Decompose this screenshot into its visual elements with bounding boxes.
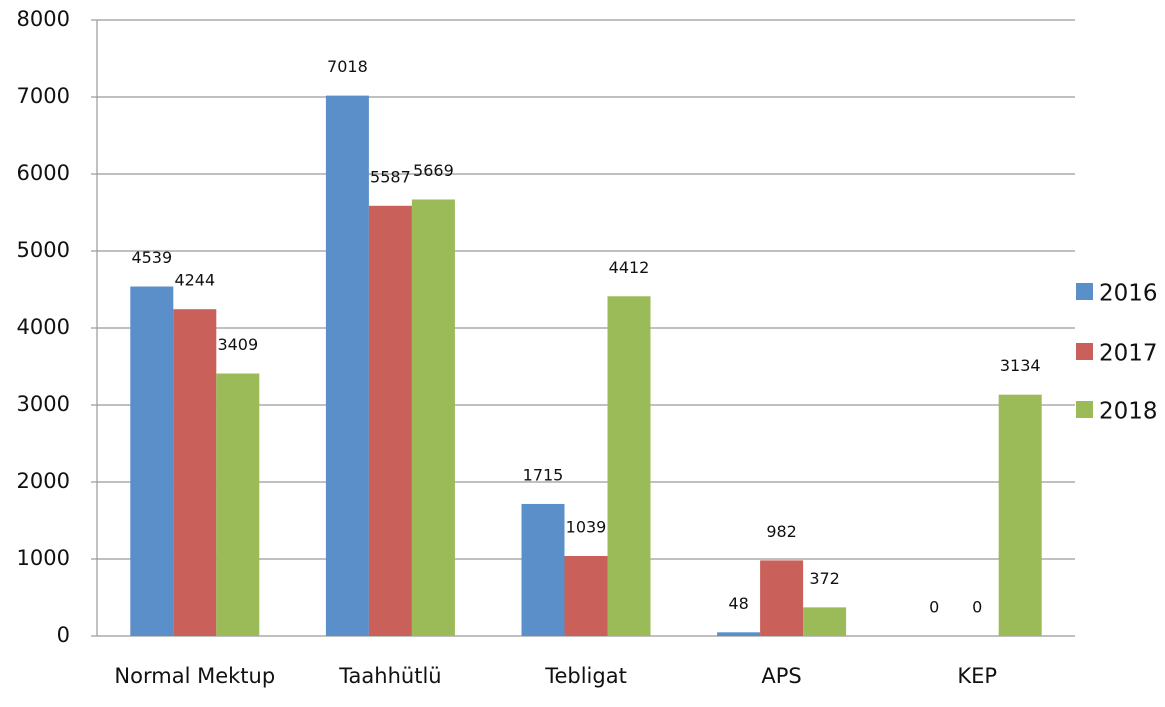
- bar: [521, 503, 565, 636]
- y-tick-label: 3000: [17, 392, 70, 416]
- data-label: 4539: [131, 248, 172, 267]
- bar: [130, 286, 174, 636]
- bar: [173, 309, 217, 636]
- data-label: 4412: [609, 258, 650, 277]
- data-label: 5587: [370, 167, 411, 186]
- legend-swatch: [1076, 343, 1093, 360]
- y-tick-label: 0: [57, 623, 70, 647]
- x-tick-label: Normal Mektup: [114, 664, 275, 688]
- bar: [717, 632, 761, 636]
- bar: [998, 394, 1042, 636]
- data-label: 982: [766, 522, 797, 541]
- data-label: 4244: [174, 271, 215, 290]
- data-label: 0: [972, 598, 982, 617]
- bar: [411, 199, 455, 636]
- data-label: 1715: [523, 465, 564, 484]
- legend-label: 2017: [1099, 341, 1158, 367]
- data-label: 372: [809, 569, 840, 588]
- bar: [368, 205, 412, 636]
- data-label: 0: [929, 598, 939, 617]
- bar: [607, 296, 651, 636]
- data-label: 1039: [566, 517, 607, 536]
- legend-label: 2018: [1099, 399, 1158, 425]
- y-tick-label: 6000: [17, 161, 70, 185]
- bar: [803, 607, 847, 636]
- y-tick-label: 5000: [17, 238, 70, 262]
- bar: [564, 555, 608, 636]
- bar: [325, 95, 369, 636]
- legend-label: 2016: [1099, 281, 1158, 307]
- y-tick-label: 2000: [17, 469, 70, 493]
- x-tick-label: Tebligat: [544, 664, 627, 688]
- y-tick-label: 7000: [17, 84, 70, 108]
- data-label: 48: [728, 594, 748, 613]
- data-label: 3409: [217, 335, 258, 354]
- data-label: 7018: [327, 57, 368, 76]
- y-tick-label: 4000: [17, 315, 70, 339]
- data-label: 3134: [1000, 356, 1041, 375]
- y-tick-label: 8000: [17, 7, 70, 31]
- x-tick-label: KEP: [957, 664, 997, 688]
- bar: [216, 373, 260, 636]
- bar: [760, 560, 804, 636]
- legend-swatch: [1076, 283, 1093, 300]
- legend-swatch: [1076, 401, 1093, 418]
- x-tick-label: APS: [761, 664, 801, 688]
- y-tick-label: 1000: [17, 546, 70, 570]
- data-label: 5669: [413, 161, 454, 180]
- x-tick-label: Taahhütlü: [338, 664, 441, 688]
